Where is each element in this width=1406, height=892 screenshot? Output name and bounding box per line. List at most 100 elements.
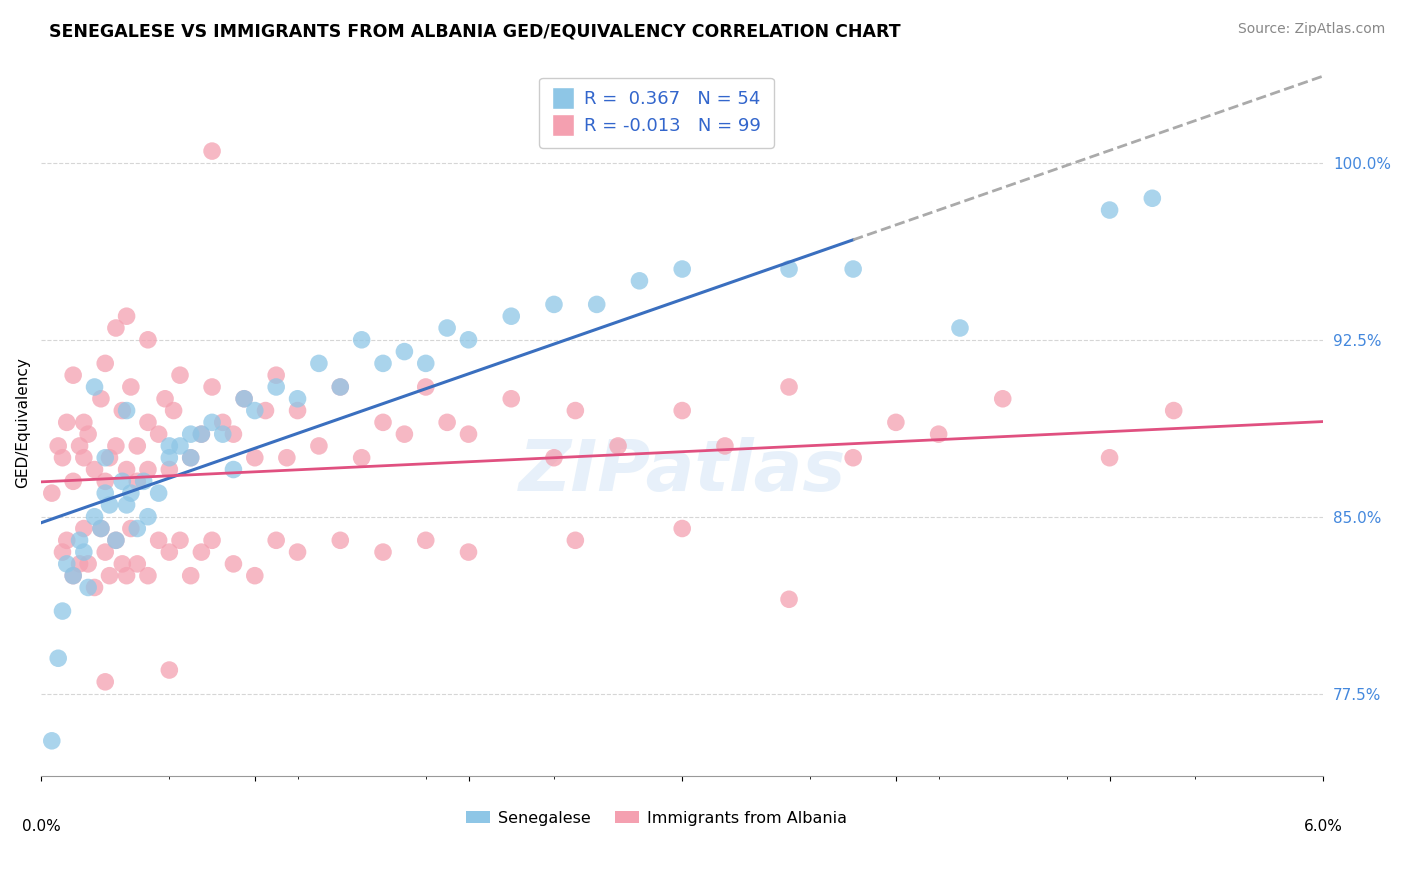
Point	[55, 533, 77, 548]
Point	[98, 450, 121, 465]
Point	[169, 439, 191, 453]
Point	[778, 592, 800, 607]
Point	[94, 674, 117, 689]
Point	[190, 427, 212, 442]
Point	[115, 403, 138, 417]
Point	[436, 321, 458, 335]
Point	[169, 368, 191, 383]
Point	[276, 450, 298, 465]
Point	[90, 392, 112, 406]
Point	[115, 462, 138, 476]
Point	[308, 356, 330, 370]
Point	[111, 475, 134, 489]
Point	[264, 533, 287, 548]
Point	[222, 462, 245, 476]
Point	[77, 581, 100, 595]
Point	[254, 403, 277, 417]
Point	[1163, 403, 1185, 417]
Point	[371, 356, 394, 370]
Point	[157, 439, 180, 453]
Point	[148, 533, 170, 548]
Point	[714, 439, 737, 453]
Point	[190, 545, 212, 559]
Y-axis label: GED/Equivalency: GED/Equivalency	[15, 357, 30, 488]
Point	[778, 262, 800, 277]
Point	[83, 581, 105, 595]
Point	[51, 545, 73, 559]
Point	[457, 333, 479, 347]
Point	[211, 415, 233, 429]
Point	[842, 450, 865, 465]
Point	[62, 368, 84, 383]
Point	[233, 392, 256, 406]
Point	[127, 475, 149, 489]
Point	[778, 380, 800, 394]
Point	[457, 427, 479, 442]
Point	[104, 439, 127, 453]
Point	[73, 450, 96, 465]
Point	[115, 498, 138, 512]
Point	[211, 427, 233, 442]
Point	[136, 415, 159, 429]
Point	[564, 533, 586, 548]
Point	[564, 403, 586, 417]
Point	[671, 403, 693, 417]
Point	[55, 557, 77, 571]
Point	[162, 403, 184, 417]
Point	[98, 498, 121, 512]
Point	[62, 568, 84, 582]
Point	[180, 450, 202, 465]
Point	[671, 521, 693, 535]
Point	[94, 450, 117, 465]
Point	[120, 521, 142, 535]
Point	[180, 568, 202, 582]
Point	[243, 450, 266, 465]
Point	[233, 392, 256, 406]
Point	[201, 380, 224, 394]
Point	[350, 450, 373, 465]
Point	[628, 274, 651, 288]
Point	[287, 392, 309, 406]
Point	[62, 475, 84, 489]
Point	[371, 415, 394, 429]
Point	[329, 380, 352, 394]
Point	[842, 262, 865, 277]
Point	[62, 568, 84, 582]
Point	[73, 521, 96, 535]
Text: 6.0%: 6.0%	[1303, 819, 1343, 834]
Point	[136, 333, 159, 347]
Point	[201, 144, 224, 158]
Point	[501, 309, 523, 323]
Point	[607, 439, 630, 453]
Point	[73, 415, 96, 429]
Point	[115, 309, 138, 323]
Point	[41, 734, 63, 748]
Point	[90, 521, 112, 535]
Point	[243, 568, 266, 582]
Point	[180, 427, 202, 442]
Point	[329, 380, 352, 394]
Point	[94, 486, 117, 500]
Point	[243, 403, 266, 417]
Text: ZIPatlas: ZIPatlas	[519, 437, 846, 507]
Point	[543, 450, 565, 465]
Point	[264, 380, 287, 394]
Point	[991, 392, 1014, 406]
Point	[51, 450, 73, 465]
Point	[671, 262, 693, 277]
Point	[329, 533, 352, 548]
Point	[83, 462, 105, 476]
Text: 0.0%: 0.0%	[21, 819, 60, 834]
Point	[350, 333, 373, 347]
Point	[287, 403, 309, 417]
Point	[157, 663, 180, 677]
Point	[55, 415, 77, 429]
Point	[157, 462, 180, 476]
Point	[127, 439, 149, 453]
Point	[136, 462, 159, 476]
Point	[136, 568, 159, 582]
Point	[457, 545, 479, 559]
Point	[69, 533, 91, 548]
Point	[136, 509, 159, 524]
Point	[415, 380, 437, 394]
